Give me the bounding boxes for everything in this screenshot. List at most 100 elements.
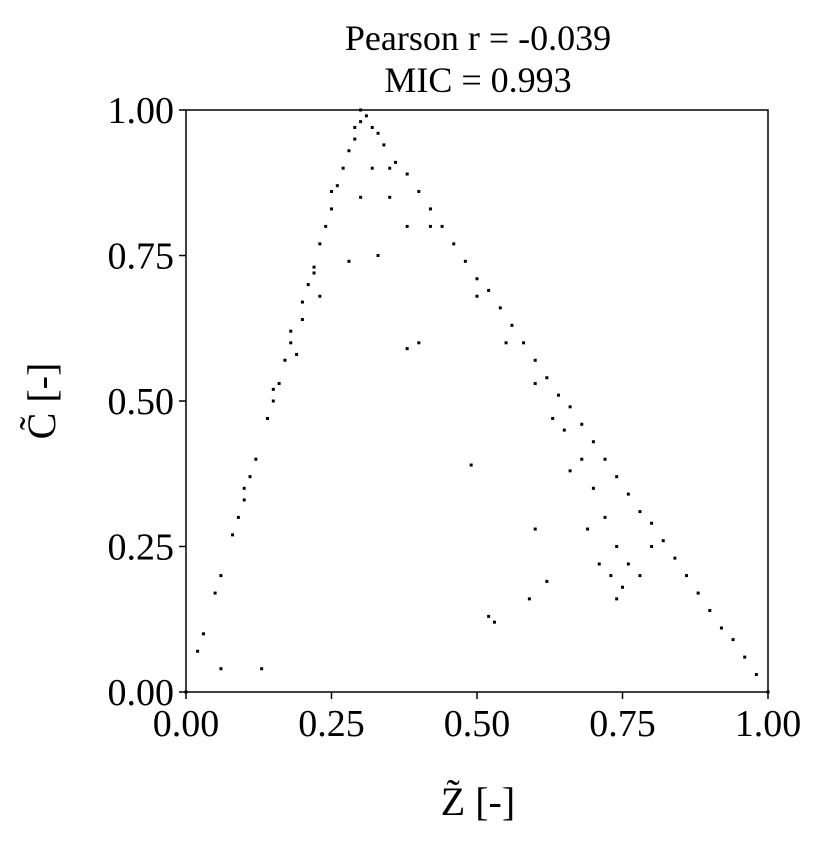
- point: [580, 457, 584, 461]
- point: [580, 422, 584, 426]
- point: [615, 597, 619, 601]
- point: [469, 463, 473, 467]
- y-tick-label: 1.00: [108, 90, 175, 132]
- point: [318, 242, 322, 246]
- point: [527, 597, 531, 601]
- point: [330, 207, 333, 211]
- point: [463, 259, 467, 263]
- point: [591, 486, 595, 490]
- point: [231, 533, 235, 537]
- point: [487, 288, 491, 292]
- point: [417, 189, 421, 193]
- point: [475, 277, 479, 281]
- point: [318, 294, 322, 298]
- point: [504, 341, 508, 345]
- point: [242, 486, 246, 490]
- point: [405, 224, 409, 228]
- point: [452, 242, 456, 246]
- point: [597, 562, 601, 566]
- x-tick-label: 1.00: [735, 703, 802, 745]
- point: [487, 614, 491, 618]
- point: [510, 323, 514, 327]
- point: [242, 498, 246, 502]
- point: [603, 515, 607, 519]
- point: [370, 166, 374, 170]
- point: [388, 195, 392, 199]
- point: [394, 160, 398, 164]
- point: [376, 131, 380, 135]
- point: [475, 294, 479, 298]
- point: [708, 609, 712, 613]
- point: [498, 306, 502, 310]
- point: [347, 259, 351, 263]
- point: [754, 673, 758, 677]
- y-tick-label: 0.50: [108, 381, 175, 423]
- point: [219, 574, 223, 578]
- x-axis-label: Z̃ [-]: [441, 779, 515, 824]
- point: [201, 632, 205, 636]
- chart-subtitle: MIC = 0.993: [384, 60, 571, 100]
- point: [685, 574, 689, 578]
- point: [312, 265, 316, 269]
- point: [265, 416, 269, 420]
- point: [428, 207, 432, 211]
- point: [731, 638, 735, 642]
- point: [347, 149, 351, 153]
- point: [271, 399, 275, 403]
- point: [289, 341, 293, 345]
- point: [283, 358, 287, 362]
- x-tick-label: 0.50: [444, 703, 511, 745]
- point: [306, 283, 310, 287]
- point: [359, 120, 363, 124]
- y-tick-label: 0.75: [108, 236, 175, 278]
- point: [533, 382, 537, 386]
- x-tick-label: 0.00: [153, 703, 220, 745]
- point: [370, 125, 374, 129]
- point: [551, 416, 555, 420]
- point: [568, 405, 572, 409]
- point: [277, 382, 281, 386]
- point: [254, 457, 258, 461]
- point: [417, 341, 421, 345]
- point: [260, 667, 264, 671]
- point: [533, 527, 537, 531]
- point: [743, 655, 747, 659]
- x-tick-label: 0.75: [589, 703, 656, 745]
- chart-title: Pearson r = -0.039: [345, 18, 611, 58]
- point: [335, 184, 339, 188]
- point: [295, 352, 299, 356]
- point: [405, 347, 409, 351]
- point: [312, 271, 316, 275]
- point: [248, 475, 252, 479]
- point: [341, 166, 345, 170]
- point: [388, 166, 392, 170]
- point: [626, 562, 630, 566]
- point: [440, 224, 444, 228]
- point: [364, 114, 368, 118]
- point: [673, 556, 677, 560]
- point: [522, 341, 526, 345]
- point: [615, 545, 619, 548]
- point: [300, 300, 304, 304]
- point: [219, 667, 223, 671]
- point: [603, 457, 607, 461]
- point: [650, 545, 654, 548]
- point: [353, 137, 357, 141]
- point: [289, 329, 293, 333]
- y-tick-label: 0.00: [108, 672, 175, 714]
- point: [330, 189, 333, 193]
- y-tick-label: 0.25: [108, 527, 175, 569]
- point: [353, 125, 357, 129]
- point: [615, 475, 619, 479]
- y-axis-label: C̃ [-]: [19, 363, 64, 440]
- point: [562, 428, 566, 432]
- point: [324, 224, 328, 228]
- point: [359, 195, 363, 199]
- point: [382, 143, 386, 147]
- point: [428, 224, 432, 228]
- point: [376, 254, 380, 257]
- point: [638, 574, 642, 578]
- point: [213, 591, 217, 595]
- x-tick-label: 0.25: [298, 703, 365, 745]
